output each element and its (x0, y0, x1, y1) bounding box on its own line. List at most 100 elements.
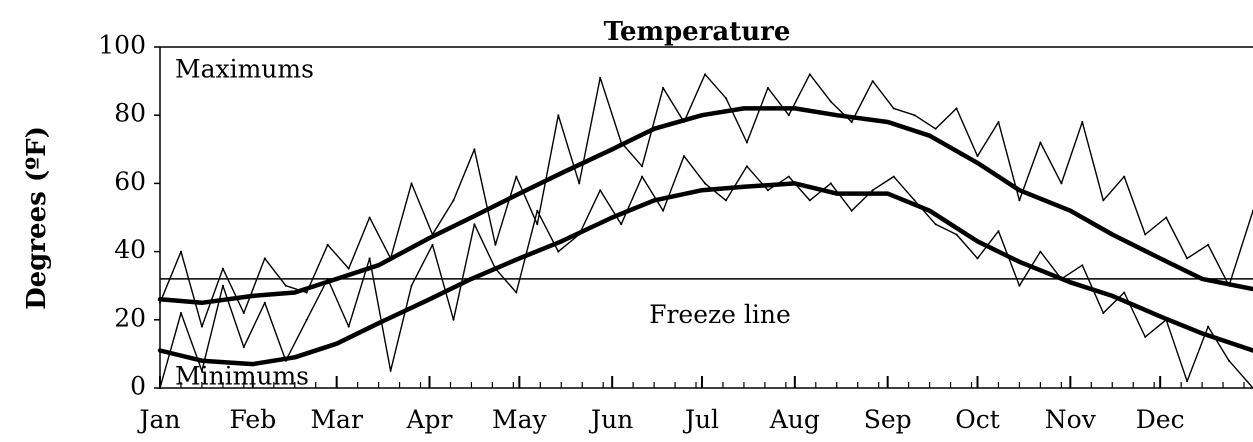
data-point-average-max (927, 133, 932, 138)
data-point-daily-max (662, 86, 665, 89)
data-point-daily-min (263, 301, 266, 304)
data-point-daily-max (347, 267, 350, 270)
data-point-average-min (293, 355, 297, 360)
data-point-daily-min (515, 291, 518, 294)
data-point-daily-min (180, 312, 182, 314)
data-point-average-min (1110, 294, 1115, 298)
data-point-average-max (1017, 188, 1022, 192)
data-point-daily-min (1207, 325, 1210, 328)
data-point-average-min (975, 239, 980, 244)
x-tick-label: Aug (769, 405, 820, 434)
data-point-daily-max (326, 243, 329, 246)
y-axis-label: Degrees (ºF) (22, 126, 52, 310)
data-point-daily-min (620, 223, 623, 226)
data-point-average-max (293, 290, 297, 295)
data-point-daily-min (536, 209, 539, 212)
data-point-daily-min (1165, 318, 1168, 321)
data-point-daily-max (934, 127, 937, 130)
data-point-average-max (1158, 256, 1162, 261)
data-point-daily-max (1081, 121, 1084, 123)
data-point-average-max (610, 147, 614, 152)
data-point-average-min (251, 362, 255, 366)
data-point-daily-max (1039, 141, 1042, 144)
data-point-daily-max (536, 223, 539, 226)
data-point-daily-max (766, 86, 769, 89)
data-point-daily-min (704, 182, 706, 185)
chart-title: Temperature (604, 17, 791, 47)
x-tick-label: Sep (864, 405, 912, 434)
data-point-daily-min (599, 189, 602, 192)
data-point-daily-min (389, 369, 392, 372)
data-point-daily-min (368, 257, 371, 260)
data-point-daily-max (599, 76, 602, 79)
data-point-average-max (742, 106, 746, 111)
data-point-average-max (835, 113, 839, 117)
data-point-daily-min (221, 284, 224, 287)
data-point-daily-min (745, 165, 748, 168)
data-point-daily-min (934, 223, 937, 226)
annotation-maximums: Maximums (175, 54, 314, 83)
data-point-average-max (517, 191, 522, 196)
data-point-average-max (1068, 208, 1073, 213)
data-point-daily-min (1018, 284, 1021, 287)
data-point-daily-max (1186, 257, 1189, 260)
data-point-daily-max (263, 257, 266, 260)
data-point-average-max (885, 120, 890, 124)
x-tick-label: Feb (229, 405, 276, 434)
x-tick-label: Mar (310, 405, 363, 434)
data-point-daily-max (683, 121, 685, 123)
data-point-average-max (975, 161, 980, 165)
data-point-daily-max (871, 80, 874, 83)
data-point-average-min (334, 341, 339, 346)
data-point-daily-min (892, 175, 895, 178)
data-point-daily-max (1060, 182, 1063, 185)
series-line-average-max (157, 106, 1253, 306)
data-point-average-min (1200, 331, 1204, 336)
annotation-freeze-line: Freeze line (649, 300, 791, 329)
data-point-average-min (742, 185, 746, 189)
data-point-average-min (1158, 314, 1162, 319)
data-point-average-max (793, 106, 797, 111)
x-tick-label: Apr (405, 405, 452, 434)
data-point-daily-max (1165, 216, 1168, 219)
data-point-daily-max (704, 73, 706, 76)
data-point-daily-min (683, 155, 685, 158)
data-point-daily-max (284, 284, 287, 287)
data-point-daily-max (620, 141, 623, 144)
data-point-daily-min (1123, 291, 1126, 294)
data-point-daily-min (1144, 335, 1147, 338)
data-point-daily-min (808, 199, 811, 202)
data-point-daily-max (180, 250, 182, 253)
data-point-daily-min (431, 243, 434, 246)
data-point-average-max (700, 113, 704, 117)
data-point-daily-max (787, 114, 790, 117)
data-point-daily-min (305, 318, 308, 321)
data-point-daily-max (913, 114, 916, 117)
data-point-average-min (610, 215, 614, 220)
data-point-daily-max (494, 243, 497, 246)
data-point-daily-max (368, 216, 371, 219)
series-layer (157, 73, 1253, 389)
data-point-daily-min (1186, 380, 1189, 383)
data-point-daily-max (892, 107, 895, 110)
data-point-daily-min (557, 250, 560, 253)
data-point-average-max (251, 294, 255, 298)
data-point-daily-max (1018, 199, 1021, 202)
data-point-daily-max (200, 325, 203, 328)
data-point-average-min (1068, 280, 1073, 285)
data-point-daily-min (1102, 312, 1105, 314)
data-point-average-min (559, 239, 564, 244)
x-axis: Jan Feb Mar Apr May Jun Jul Aug Sep Oct Nov Dec (136, 376, 1245, 434)
data-point-average-max (652, 127, 656, 131)
data-point-daily-min (494, 267, 497, 270)
data-point-daily-min (284, 359, 287, 362)
y-tick-label: 40 (114, 235, 146, 264)
x-tick-label: Jul (682, 405, 719, 434)
data-point-daily-max (242, 312, 245, 314)
data-point-daily-max (305, 291, 308, 294)
y-tick-label: 20 (114, 303, 146, 332)
data-point-average-min (927, 208, 932, 213)
data-point-average-max (427, 236, 432, 240)
data-point-average-max (469, 215, 474, 220)
data-point-average-min (427, 297, 432, 302)
